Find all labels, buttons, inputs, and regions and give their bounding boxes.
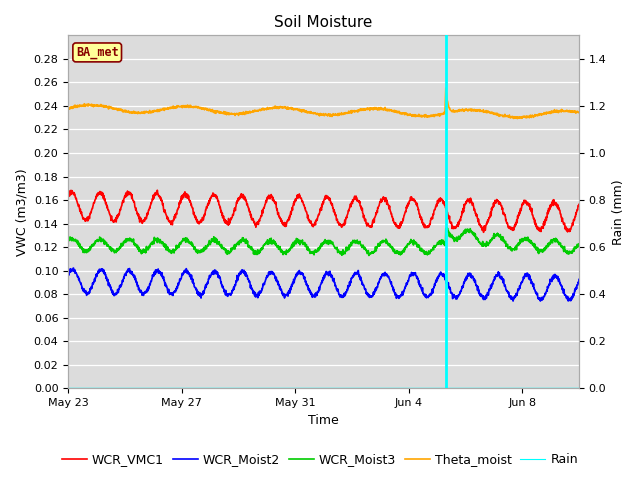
Theta_moist bbox=[173, 103, 181, 108]
WCR_Moist2 bbox=[273, 277, 281, 283]
Line: Theta_moist: Theta_moist bbox=[68, 88, 579, 119]
Theta_moist bbox=[275, 105, 283, 110]
WCR_Moist3 bbox=[64, 238, 72, 244]
WCR_Moist3 bbox=[443, 225, 451, 230]
WCR_Moist2 bbox=[64, 273, 72, 279]
WCR_Moist2 bbox=[173, 285, 181, 291]
WCR_Moist2 bbox=[69, 265, 77, 271]
Y-axis label: Rain (mm): Rain (mm) bbox=[612, 179, 625, 245]
Rain bbox=[93, 385, 101, 391]
Line: WCR_Moist3: WCR_Moist3 bbox=[68, 228, 579, 255]
Theta_moist bbox=[93, 103, 101, 109]
Legend: WCR_VMC1, WCR_Moist2, WCR_Moist3, Theta_moist, Rain: WCR_VMC1, WCR_Moist2, WCR_Moist3, Theta_… bbox=[57, 448, 583, 471]
Title: Soil Moisture: Soil Moisture bbox=[275, 15, 372, 30]
WCR_VMC1 bbox=[575, 202, 583, 207]
Rain bbox=[413, 385, 420, 391]
WCR_VMC1 bbox=[273, 207, 281, 213]
WCR_VMC1 bbox=[64, 191, 72, 197]
Line: WCR_Moist2: WCR_Moist2 bbox=[68, 268, 579, 301]
WCR_Moist2 bbox=[256, 288, 264, 294]
WCR_Moist2 bbox=[276, 283, 284, 289]
WCR_VMC1 bbox=[93, 191, 101, 197]
WCR_VMC1 bbox=[413, 200, 421, 206]
Rain bbox=[173, 385, 181, 391]
WCR_VMC1 bbox=[173, 207, 181, 213]
Rain bbox=[273, 385, 280, 391]
WCR_Moist3 bbox=[255, 248, 263, 253]
Rain bbox=[64, 385, 72, 391]
Theta_moist bbox=[273, 106, 280, 111]
Theta_moist bbox=[255, 107, 263, 113]
WCR_Moist3 bbox=[93, 237, 101, 242]
X-axis label: Time: Time bbox=[308, 414, 339, 427]
WCR_VMC1 bbox=[154, 187, 161, 193]
WCR_Moist3 bbox=[575, 241, 583, 247]
WCR_Moist3 bbox=[273, 243, 280, 249]
WCR_Moist3 bbox=[275, 244, 283, 250]
Theta_moist bbox=[513, 116, 521, 121]
WCR_Moist2 bbox=[413, 274, 421, 279]
WCR_Moist3 bbox=[413, 244, 421, 250]
WCR_VMC1 bbox=[276, 214, 284, 219]
WCR_Moist3 bbox=[173, 245, 181, 251]
Theta_moist bbox=[413, 112, 420, 118]
Line: WCR_VMC1: WCR_VMC1 bbox=[68, 190, 579, 232]
WCR_Moist3 bbox=[365, 252, 372, 258]
Y-axis label: VWC (m3/m3): VWC (m3/m3) bbox=[15, 168, 28, 256]
WCR_VMC1 bbox=[480, 229, 488, 235]
WCR_Moist2 bbox=[94, 271, 102, 276]
WCR_VMC1 bbox=[256, 218, 264, 224]
WCR_Moist2 bbox=[536, 298, 544, 304]
Theta_moist bbox=[64, 105, 72, 111]
Rain bbox=[575, 385, 583, 391]
Theta_moist bbox=[442, 85, 450, 91]
WCR_Moist2 bbox=[575, 276, 583, 282]
Theta_moist bbox=[575, 109, 583, 115]
Rain bbox=[255, 385, 263, 391]
Rain bbox=[275, 385, 283, 391]
Text: BA_met: BA_met bbox=[76, 46, 118, 59]
